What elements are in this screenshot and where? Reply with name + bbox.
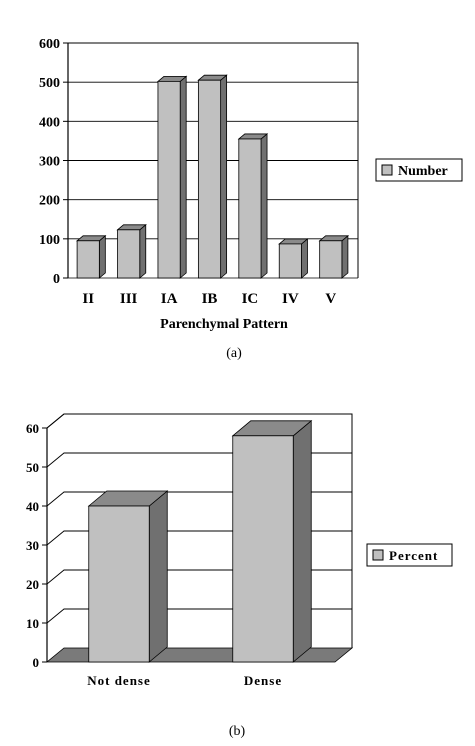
- a-bar: [318, 234, 350, 279]
- a-bar: [156, 75, 188, 279]
- b-x-tick-label: Not dense: [87, 673, 151, 688]
- b-y-tick-label: 20: [26, 577, 39, 592]
- chart-a-legend-swatch: [381, 164, 393, 176]
- chart-a-caption: (a): [226, 346, 242, 361]
- chart-a-legend-label: Number: [398, 164, 448, 179]
- chart-b-legend-box: [366, 543, 453, 567]
- b-y-tick-label: 60: [26, 421, 39, 436]
- chart-b-y-tick-labels: 0 10 20 30 40 50 60: [26, 421, 39, 670]
- a-bar-face: [157, 80, 181, 279]
- chart-a-legend-box: [375, 158, 463, 182]
- a-x-tick-label: IB: [202, 291, 218, 307]
- a-bar: [197, 74, 228, 279]
- chart-b-bars: [87, 419, 313, 663]
- b-bar: [231, 419, 313, 663]
- a-y-tick-label: 600: [39, 37, 60, 52]
- chart-b-legend-swatch: [372, 549, 384, 561]
- a-x-tick-label: V: [325, 291, 336, 307]
- b-y-tick-label: 40: [26, 499, 39, 514]
- a-bar-side: [179, 75, 187, 279]
- b-bar-side: [148, 490, 168, 663]
- a-bar: [237, 133, 269, 279]
- a-y-tick-label: 0: [53, 272, 60, 287]
- chart-a-x-tick-labels: II III IA IB IC IV V: [82, 291, 336, 307]
- chart-b: 0 10 20 30 40 50 60 Not dense Dense Percent (b): [26, 413, 453, 739]
- b-wall-edge: [46, 413, 65, 429]
- a-bar: [75, 234, 107, 279]
- a-y-tick-label: 200: [39, 194, 60, 209]
- a-bar-face: [76, 240, 100, 279]
- b-y-tick-label: 10: [26, 616, 39, 631]
- a-bar-face: [117, 229, 141, 279]
- chart-b-caption: (b): [229, 724, 246, 739]
- a-y-tick-label: 500: [39, 76, 60, 91]
- b-bar-side: [292, 419, 312, 663]
- chart-b-legend-label: Percent: [389, 548, 438, 563]
- b-x-tick-label: Dense: [244, 673, 282, 688]
- a-y-tick-label: 400: [39, 115, 60, 130]
- b-y-tick-label: 30: [26, 538, 39, 553]
- a-bar-face: [319, 240, 343, 279]
- a-bar: [278, 238, 309, 279]
- b-bar: [87, 490, 169, 663]
- b-bar-face: [232, 435, 294, 663]
- a-y-tick-label: 100: [39, 233, 60, 248]
- a-bar: [116, 223, 147, 279]
- a-bar-side: [98, 234, 106, 279]
- chart-b-legend: Percent: [366, 543, 453, 567]
- a-bar-face: [278, 243, 302, 279]
- a-bar-face: [238, 138, 262, 279]
- a-x-tick-label: IV: [282, 291, 299, 307]
- a-bar-side: [341, 234, 349, 279]
- chart-a-bars: [75, 74, 350, 279]
- b-bar-face: [88, 505, 150, 663]
- chart-a-y-tick-labels: 0 100 200 300 400 500 600: [39, 37, 60, 287]
- a-x-tick-label: IA: [161, 291, 178, 307]
- a-x-tick-label: III: [120, 291, 138, 307]
- chart-a-legend: Number: [375, 158, 463, 182]
- chart-a-x-axis-label: Parenchymal Pattern: [160, 317, 288, 332]
- a-y-tick-label: 300: [39, 155, 60, 170]
- a-bar-side: [301, 238, 308, 279]
- a-bar-face: [197, 79, 222, 279]
- chart-b-x-tick-labels: Not dense Dense: [87, 673, 282, 688]
- b-y-tick-label: 50: [26, 460, 39, 475]
- b-y-tick-label: 0: [33, 655, 40, 670]
- a-bar-side: [139, 223, 147, 279]
- a-bar-side: [220, 74, 228, 279]
- a-x-tick-label: II: [82, 291, 94, 307]
- a-bar-side: [260, 133, 268, 279]
- a-x-tick-label: IC: [242, 291, 259, 307]
